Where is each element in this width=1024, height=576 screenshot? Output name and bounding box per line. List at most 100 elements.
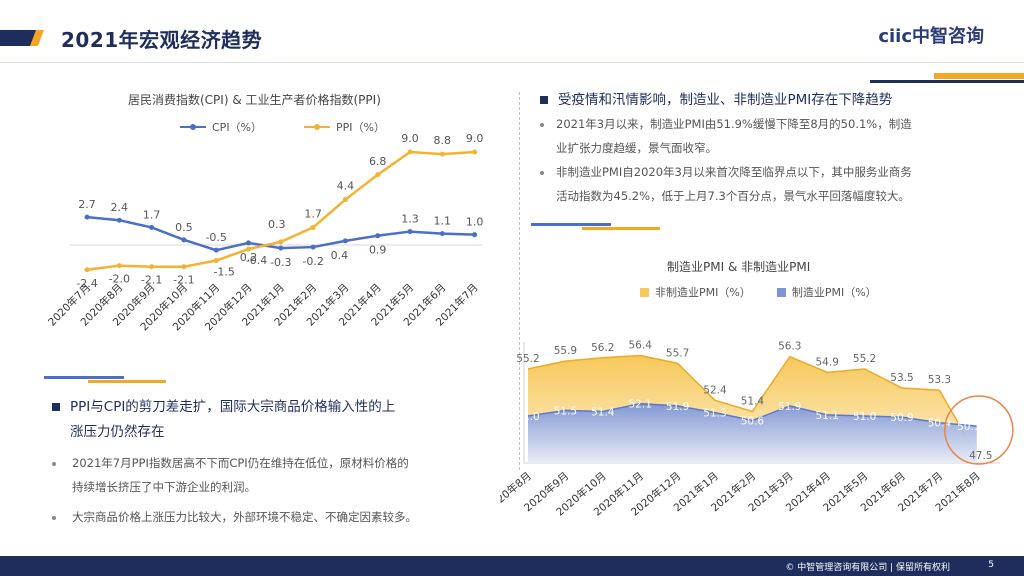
cpi-point xyxy=(278,245,284,251)
ppi-data-label: -2.0 xyxy=(109,273,130,286)
right-bullet-2-cont: 活动指数为45.2%，低于上月7.3个百分点，景气水平回落幅度较大。 xyxy=(540,184,1000,208)
cpi-point xyxy=(84,214,90,220)
ppi-data-label: -2.1 xyxy=(141,274,162,287)
cpi-data-label: 1.1 xyxy=(434,215,452,228)
mfg-data-label: 50.9 xyxy=(890,412,913,424)
cpi-data-label: 0.2 xyxy=(240,251,258,264)
header-right-accent xyxy=(934,73,1024,79)
cpi-data-label: 1.3 xyxy=(401,213,419,226)
pmi-legend: 非制造业PMI（%） 制造业PMI（%） xyxy=(640,284,877,300)
mfg-data-label: 51.4 xyxy=(591,407,615,419)
ppi-point xyxy=(278,239,284,245)
left-section-accent-gold xyxy=(88,380,166,383)
nonmfg-data-label: 55.9 xyxy=(554,345,577,357)
ppi-data-label: 4.4 xyxy=(337,180,355,193)
left-heading-line2: 涨压力仍然存在 xyxy=(70,424,165,440)
right-bullet-1-line1: 2021年3月以来，制造业PMI由51.9%缓慢下降至8月的50.1%，制造 xyxy=(556,117,912,131)
pmi-chart-title: 制造业PMI & 非制造业PMI xyxy=(667,260,811,274)
footer-bar xyxy=(0,556,1024,576)
ppi-data-label: 6.8 xyxy=(369,155,387,168)
cpi-data-label: 0.5 xyxy=(175,221,193,234)
cpi-point xyxy=(407,229,413,235)
right-heading-square-icon xyxy=(540,96,548,104)
cpi-legend-marker xyxy=(180,124,206,130)
ppi-data-label: -0.4 xyxy=(246,254,267,267)
mfg-pmi-line xyxy=(527,402,977,427)
ppi-point xyxy=(310,224,316,230)
cpi-point xyxy=(246,240,251,246)
ppi-data-label: 8.8 xyxy=(434,134,452,147)
cpi-point xyxy=(116,217,122,223)
ppi-data-label: -1.5 xyxy=(213,265,234,278)
mfg-data-label: 51.0 xyxy=(853,411,876,423)
bullet-dot-icon xyxy=(540,122,544,127)
right-bullet-list: 2021年3月以来，制造业PMI由51.9%缓慢下降至8月的50.1%，制造 业… xyxy=(540,112,1000,208)
right-bullet-1: 2021年3月以来，制造业PMI由51.9%缓慢下降至8月的50.1%，制造 xyxy=(540,112,1000,136)
cpi-point xyxy=(181,237,187,243)
cpi-data-label: 1.7 xyxy=(143,208,161,221)
mfg-data-label: 51.3 xyxy=(703,408,726,420)
right-section-heading: 受疫情和汛情影响，制造业、非制造业PMI存在下降趋势 xyxy=(540,88,1010,113)
nonmfg-data-label: 52.4 xyxy=(703,384,727,396)
nonmfg-data-label: 51.4 xyxy=(741,396,765,408)
mfg-data-label: 51.1 xyxy=(816,410,839,422)
vertical-divider xyxy=(519,92,520,470)
nonmfg-data-label: 56.2 xyxy=(591,342,614,354)
cpi-ppi-chart-title: 居民消费指数(CPI) & 工业生产者价格指数(PPI) xyxy=(128,93,381,107)
mfg-legend-label: 制造业PMI（%） xyxy=(791,286,877,299)
mfg-data-label: 51.5 xyxy=(554,405,577,417)
mfg-data-label: 50.1 xyxy=(957,421,980,433)
nonmfg-data-label: 56.3 xyxy=(778,341,801,353)
left-bullet-1: 2021年7月PPI指数居高不下而CPI仍在维持在低位，原材料价格的 xyxy=(52,451,492,475)
ppi-data-label: 9.0 xyxy=(466,132,484,145)
nonmfg-data-label: 53.5 xyxy=(890,372,913,384)
ppi-data-label: -2.4 xyxy=(76,277,97,290)
header-accent-shape xyxy=(0,30,44,46)
bullet-dot-icon xyxy=(540,170,544,175)
cpi-point xyxy=(149,224,155,230)
nonmfg-legend-label: 非制造业PMI（%） xyxy=(655,286,751,299)
mfg-data-label: 51.0 xyxy=(516,411,539,423)
ppi-point xyxy=(149,264,155,270)
header-divider xyxy=(0,62,1024,63)
cpi-data-label: 1.0 xyxy=(466,216,484,229)
header-accent-bar xyxy=(0,30,44,46)
right-bullet-2: 非制造业PMI自2020年3月以来首次降至临界点以下，其中服务业商务 xyxy=(540,160,1000,184)
cpi-point xyxy=(213,247,219,253)
ppi-point xyxy=(439,151,445,157)
cpi-point xyxy=(439,231,445,237)
nonmfg-data-label: 55.2 xyxy=(516,353,539,365)
left-section-accent-blue xyxy=(44,376,124,379)
ppi-point xyxy=(246,246,251,252)
left-bullet-1-cont: 持续增长挤压了中下游企业的利润。 xyxy=(52,475,492,499)
cpi-point xyxy=(375,233,381,239)
nonmfg-legend-swatch xyxy=(640,287,649,297)
cpi-data-label: 2.7 xyxy=(78,198,96,211)
left-section-heading: PPI与CPI的剪刀差走扩，国际大宗商品价格输入性的上 涨压力仍然存在 xyxy=(52,395,492,445)
ppi-point xyxy=(375,172,381,178)
footer-copyright: © 中智管理咨询有限公司 | 保留所有权利 xyxy=(785,563,950,573)
ppi-point xyxy=(213,257,219,263)
cpi-ppi-legend: CPI（%） PPI（%） xyxy=(180,119,385,135)
ppi-data-label: 1.7 xyxy=(304,207,322,220)
mfg-data-label: 52.1 xyxy=(629,399,652,411)
ppi-point xyxy=(407,149,413,155)
left-heading-square-icon xyxy=(52,403,60,411)
right-bullet-2-line2: 活动指数为45.2%，低于上月7.3个百分点，景气水平回落幅度较大。 xyxy=(556,189,910,203)
left-bullet-2: 大宗商品价格上涨压力比较大，外部环境不稳定、不确定因素较多。 xyxy=(52,505,492,529)
bullet-dot-icon xyxy=(52,461,56,466)
ppi-data-label: 0.3 xyxy=(268,218,286,231)
cpi-point xyxy=(342,238,348,244)
ppi-data-label: 9.0 xyxy=(401,132,419,145)
right-bullet-2-line1: 非制造业PMI自2020年3月以来首次降至临界点以下，其中服务业商务 xyxy=(556,165,912,179)
page-title: 2021年宏观经济趋势 xyxy=(61,28,263,52)
cpi-point xyxy=(472,232,478,238)
nonmfg-data-label: 56.4 xyxy=(629,340,653,352)
nonmfg-pmi-line xyxy=(527,354,978,456)
nonmfg-data-label: 55.2 xyxy=(853,353,876,365)
ppi-legend-label: PPI（%） xyxy=(336,121,385,134)
left-bullet-1-line2: 持续增长挤压了中下游企业的利润。 xyxy=(72,480,256,494)
left-bullet-list: 2021年7月PPI指数居高不下而CPI仍在维持在低位，原材料价格的 持续增长挤… xyxy=(52,451,492,529)
ppi-point xyxy=(181,264,187,270)
cpi-data-label: -0.2 xyxy=(302,255,323,268)
